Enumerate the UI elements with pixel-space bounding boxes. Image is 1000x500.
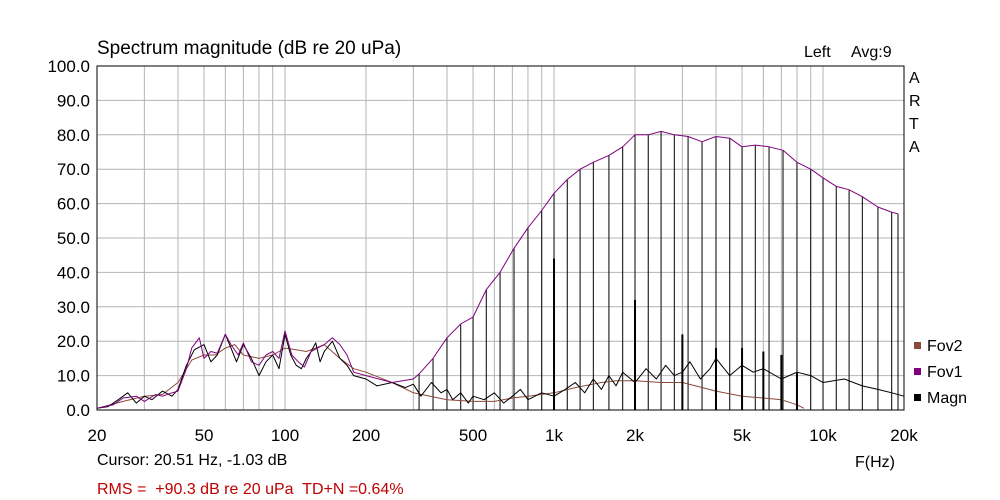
x-tick-label: 5k: [733, 426, 751, 445]
x-tick-label: 2k: [626, 426, 644, 445]
y-tick-label: 70.0: [57, 160, 90, 179]
cursor-readout: Cursor: 20.51 Hz, -1.03 dB: [97, 452, 287, 469]
x-tick-label: 200: [352, 426, 380, 445]
arta-brand: A R T A: [909, 70, 921, 156]
legend: Fov2 Fov1 Magn: [914, 338, 967, 407]
legend-label-magn: Magn: [927, 390, 967, 407]
y-tick-label: 90.0: [57, 91, 90, 110]
harmonic-lines: [418, 131, 899, 410]
x-tick-label: 20: [88, 426, 107, 445]
x-tick-label: 10k: [809, 426, 837, 445]
y-tick-labels: 0.0 10.0 20.0 30.0 40.0 50.0 60.0 70.0 80.0 90.0 1…: [47, 57, 90, 420]
x-tick-label: 50: [195, 426, 214, 445]
x-tick-label: 500: [459, 426, 487, 445]
plot-frame: [96, 65, 905, 411]
x-axis-label: F(Hz): [855, 454, 895, 471]
series-line-fov1: [96, 130, 899, 409]
rms-readout: RMS = +90.3 dB re 20 uPa TD+N =0.64%: [97, 481, 404, 498]
brand-letter: A: [909, 70, 920, 87]
x-tick-label: 20k: [890, 426, 918, 445]
y-tick-label: 20.0: [57, 332, 90, 351]
series-line-fov2: [96, 344, 805, 409]
y-tick-label: 60.0: [57, 195, 90, 214]
peak-spikes: [553, 258, 798, 410]
chart-title: Spectrum magnitude (dB re 20 uPa): [97, 38, 401, 59]
x-tick-labels: 20 50 100 200 500 1k 2k 5k 10k 20k: [88, 426, 919, 445]
avg-label: Avg:9: [851, 44, 892, 61]
y-tick-label: 100.0: [47, 57, 90, 76]
x-tick-label: 1k: [545, 426, 563, 445]
y-tick-label: 0.0: [66, 401, 90, 420]
legend-label-fov1: Fov1: [927, 364, 963, 381]
legend-label-fov2: Fov2: [927, 338, 963, 355]
brand-letter: T: [909, 116, 919, 133]
y-tick-label: 80.0: [57, 126, 90, 145]
y-tick-label: 30.0: [57, 298, 90, 317]
y-tick-label: 50.0: [57, 229, 90, 248]
brand-letter: R: [909, 93, 921, 110]
brand-letter: A: [909, 139, 920, 156]
channel-label: Left: [804, 44, 831, 61]
legend-swatch-fov2: [914, 342, 921, 349]
legend-swatch-magn: [914, 394, 921, 401]
y-tick-label: 10.0: [57, 367, 90, 386]
y-tick-label: 40.0: [57, 263, 90, 282]
legend-swatch-fov1: [914, 368, 921, 375]
series-layer: [96, 130, 905, 409]
x-tick-label: 100: [271, 426, 299, 445]
